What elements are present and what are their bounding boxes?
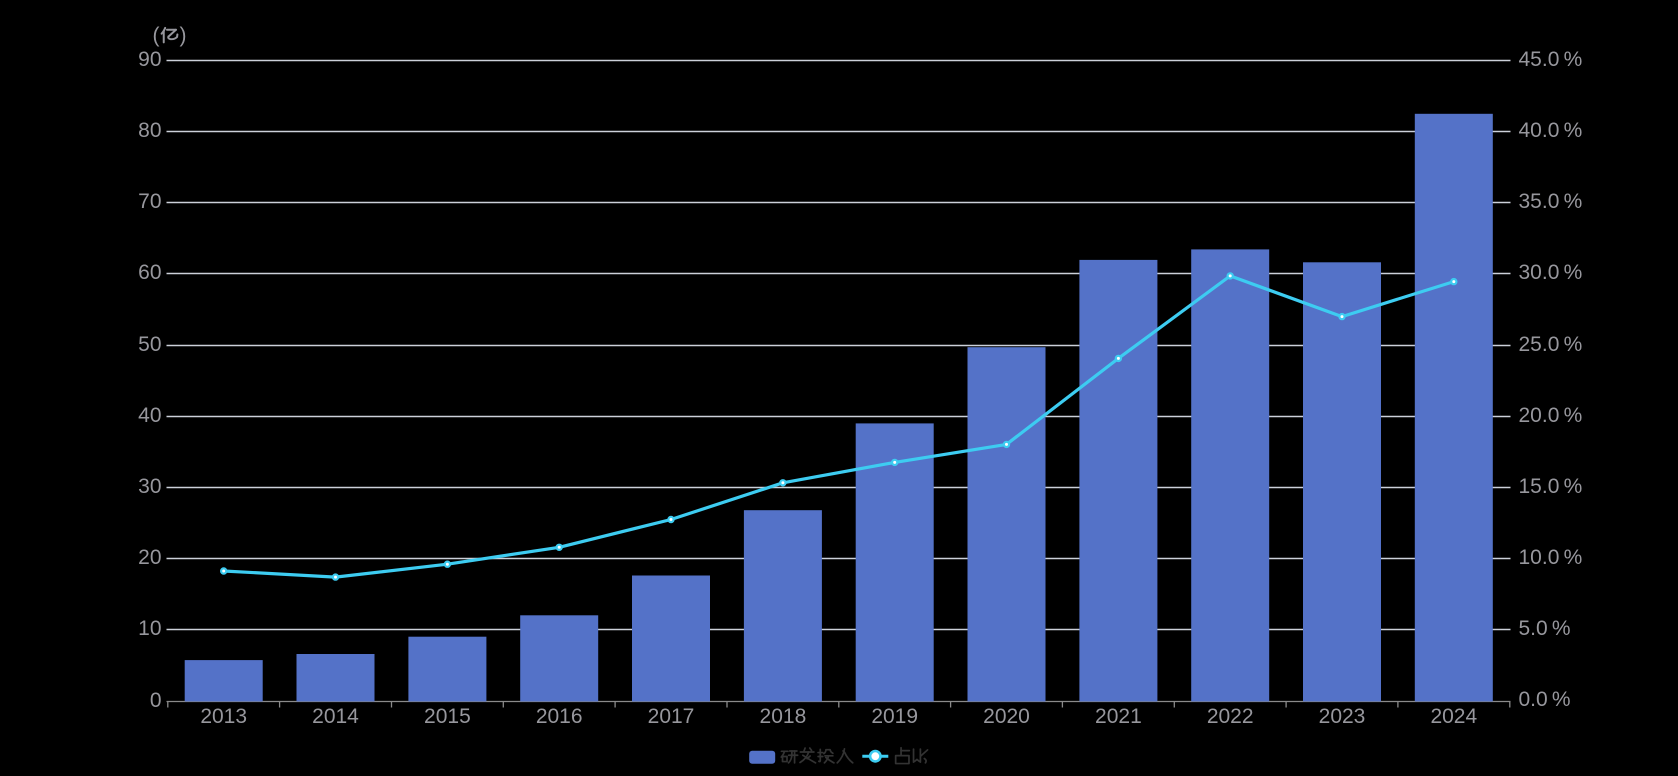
svg-text:40: 40 (138, 404, 161, 427)
svg-text:60: 60 (138, 261, 161, 284)
svg-text:10: 10 (138, 617, 161, 640)
svg-text:2024: 2024 (1430, 705, 1477, 728)
svg-text:20: 20 (138, 546, 161, 569)
svg-text:0.0 %: 0.0 % (1519, 688, 1571, 711)
svg-text:2020: 2020 (983, 705, 1030, 728)
svg-text:30.0 %: 30.0 % (1519, 261, 1583, 284)
svg-text:2016: 2016 (536, 705, 583, 728)
svg-text:0: 0 (150, 689, 162, 712)
svg-text:2015: 2015 (424, 705, 471, 728)
svg-text:2013: 2013 (200, 705, 247, 728)
svg-text:(: ( (153, 24, 160, 47)
svg-text:30: 30 (138, 475, 161, 498)
svg-text:): ) (180, 24, 187, 47)
svg-text:2023: 2023 (1319, 705, 1366, 728)
svg-text:15.0 %: 15.0 % (1519, 475, 1583, 498)
svg-text:5.0 %: 5.0 % (1519, 617, 1571, 640)
svg-text:25.0 %: 25.0 % (1519, 333, 1583, 356)
svg-text:2021: 2021 (1095, 705, 1142, 728)
svg-text:80: 80 (138, 119, 161, 142)
svg-text:50: 50 (138, 333, 161, 356)
svg-text:2018: 2018 (760, 705, 807, 728)
svg-text:10.0 %: 10.0 % (1519, 546, 1583, 569)
svg-text:70: 70 (138, 190, 161, 213)
svg-text:35.0 %: 35.0 % (1519, 190, 1583, 213)
svg-text:40.0 %: 40.0 % (1519, 119, 1583, 142)
svg-text:2017: 2017 (648, 705, 695, 728)
svg-text:2022: 2022 (1207, 705, 1254, 728)
svg-text:90: 90 (138, 48, 161, 71)
svg-text:2014: 2014 (312, 705, 359, 728)
svg-text:2019: 2019 (871, 705, 918, 728)
svg-text:45.0 %: 45.0 % (1519, 48, 1583, 71)
svg-text:20.0 %: 20.0 % (1519, 404, 1583, 427)
